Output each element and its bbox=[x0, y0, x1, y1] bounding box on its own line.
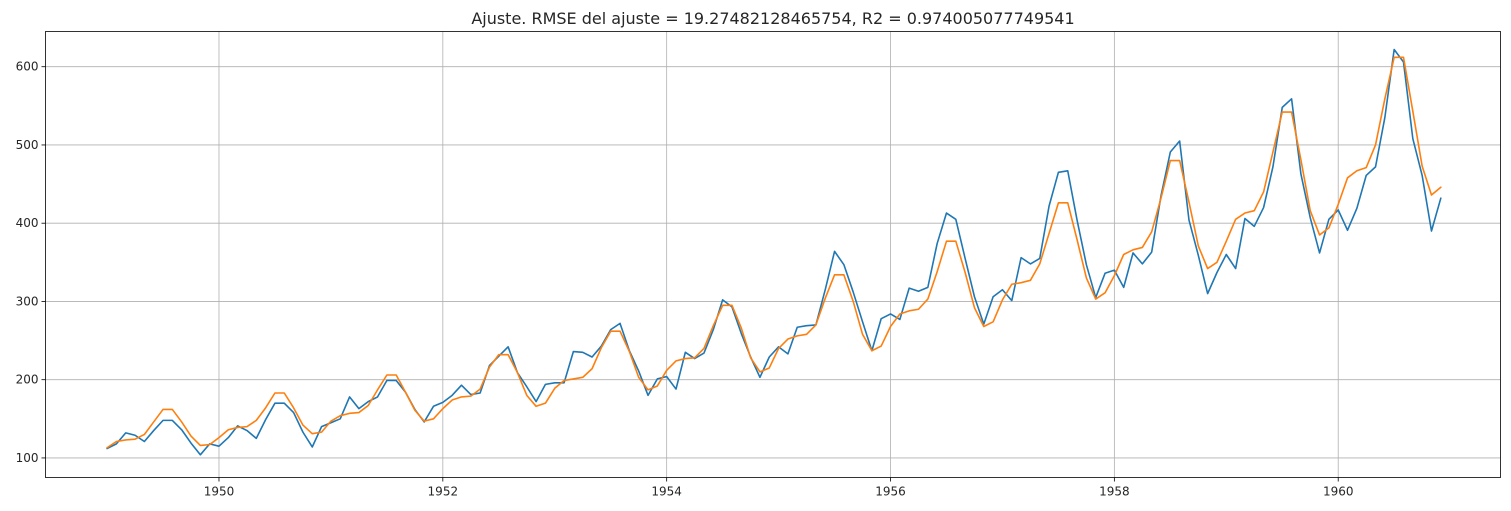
y-tick-label: 600 bbox=[16, 60, 39, 74]
series-line-1 bbox=[106, 48, 1442, 456]
x-tick-label: 1950 bbox=[204, 485, 235, 499]
x-tick-label: 1952 bbox=[428, 485, 459, 499]
series-line-2 bbox=[106, 56, 1442, 449]
y-tick-label: 100 bbox=[16, 451, 39, 465]
plot-area-frame bbox=[45, 31, 1501, 478]
x-tick-label: 1956 bbox=[875, 485, 906, 499]
series-layer bbox=[106, 48, 1442, 456]
grid bbox=[45, 31, 1501, 478]
chart-title: Ajuste. RMSE del ajuste = 19.27482128465… bbox=[471, 9, 1074, 28]
x-tick-label: 1958 bbox=[1099, 485, 1130, 499]
y-tick-label: 200 bbox=[16, 373, 39, 387]
x-tick-label: 1960 bbox=[1323, 485, 1354, 499]
x-tick-label: 1954 bbox=[651, 485, 682, 499]
y-tick-label: 300 bbox=[16, 294, 39, 308]
axis-ticks: 1950 1952 1954 1956 1958 1960 100 200 300 400 500 6… bbox=[16, 60, 1354, 499]
y-tick-label: 400 bbox=[16, 216, 39, 230]
y-tick-label: 500 bbox=[16, 138, 39, 152]
